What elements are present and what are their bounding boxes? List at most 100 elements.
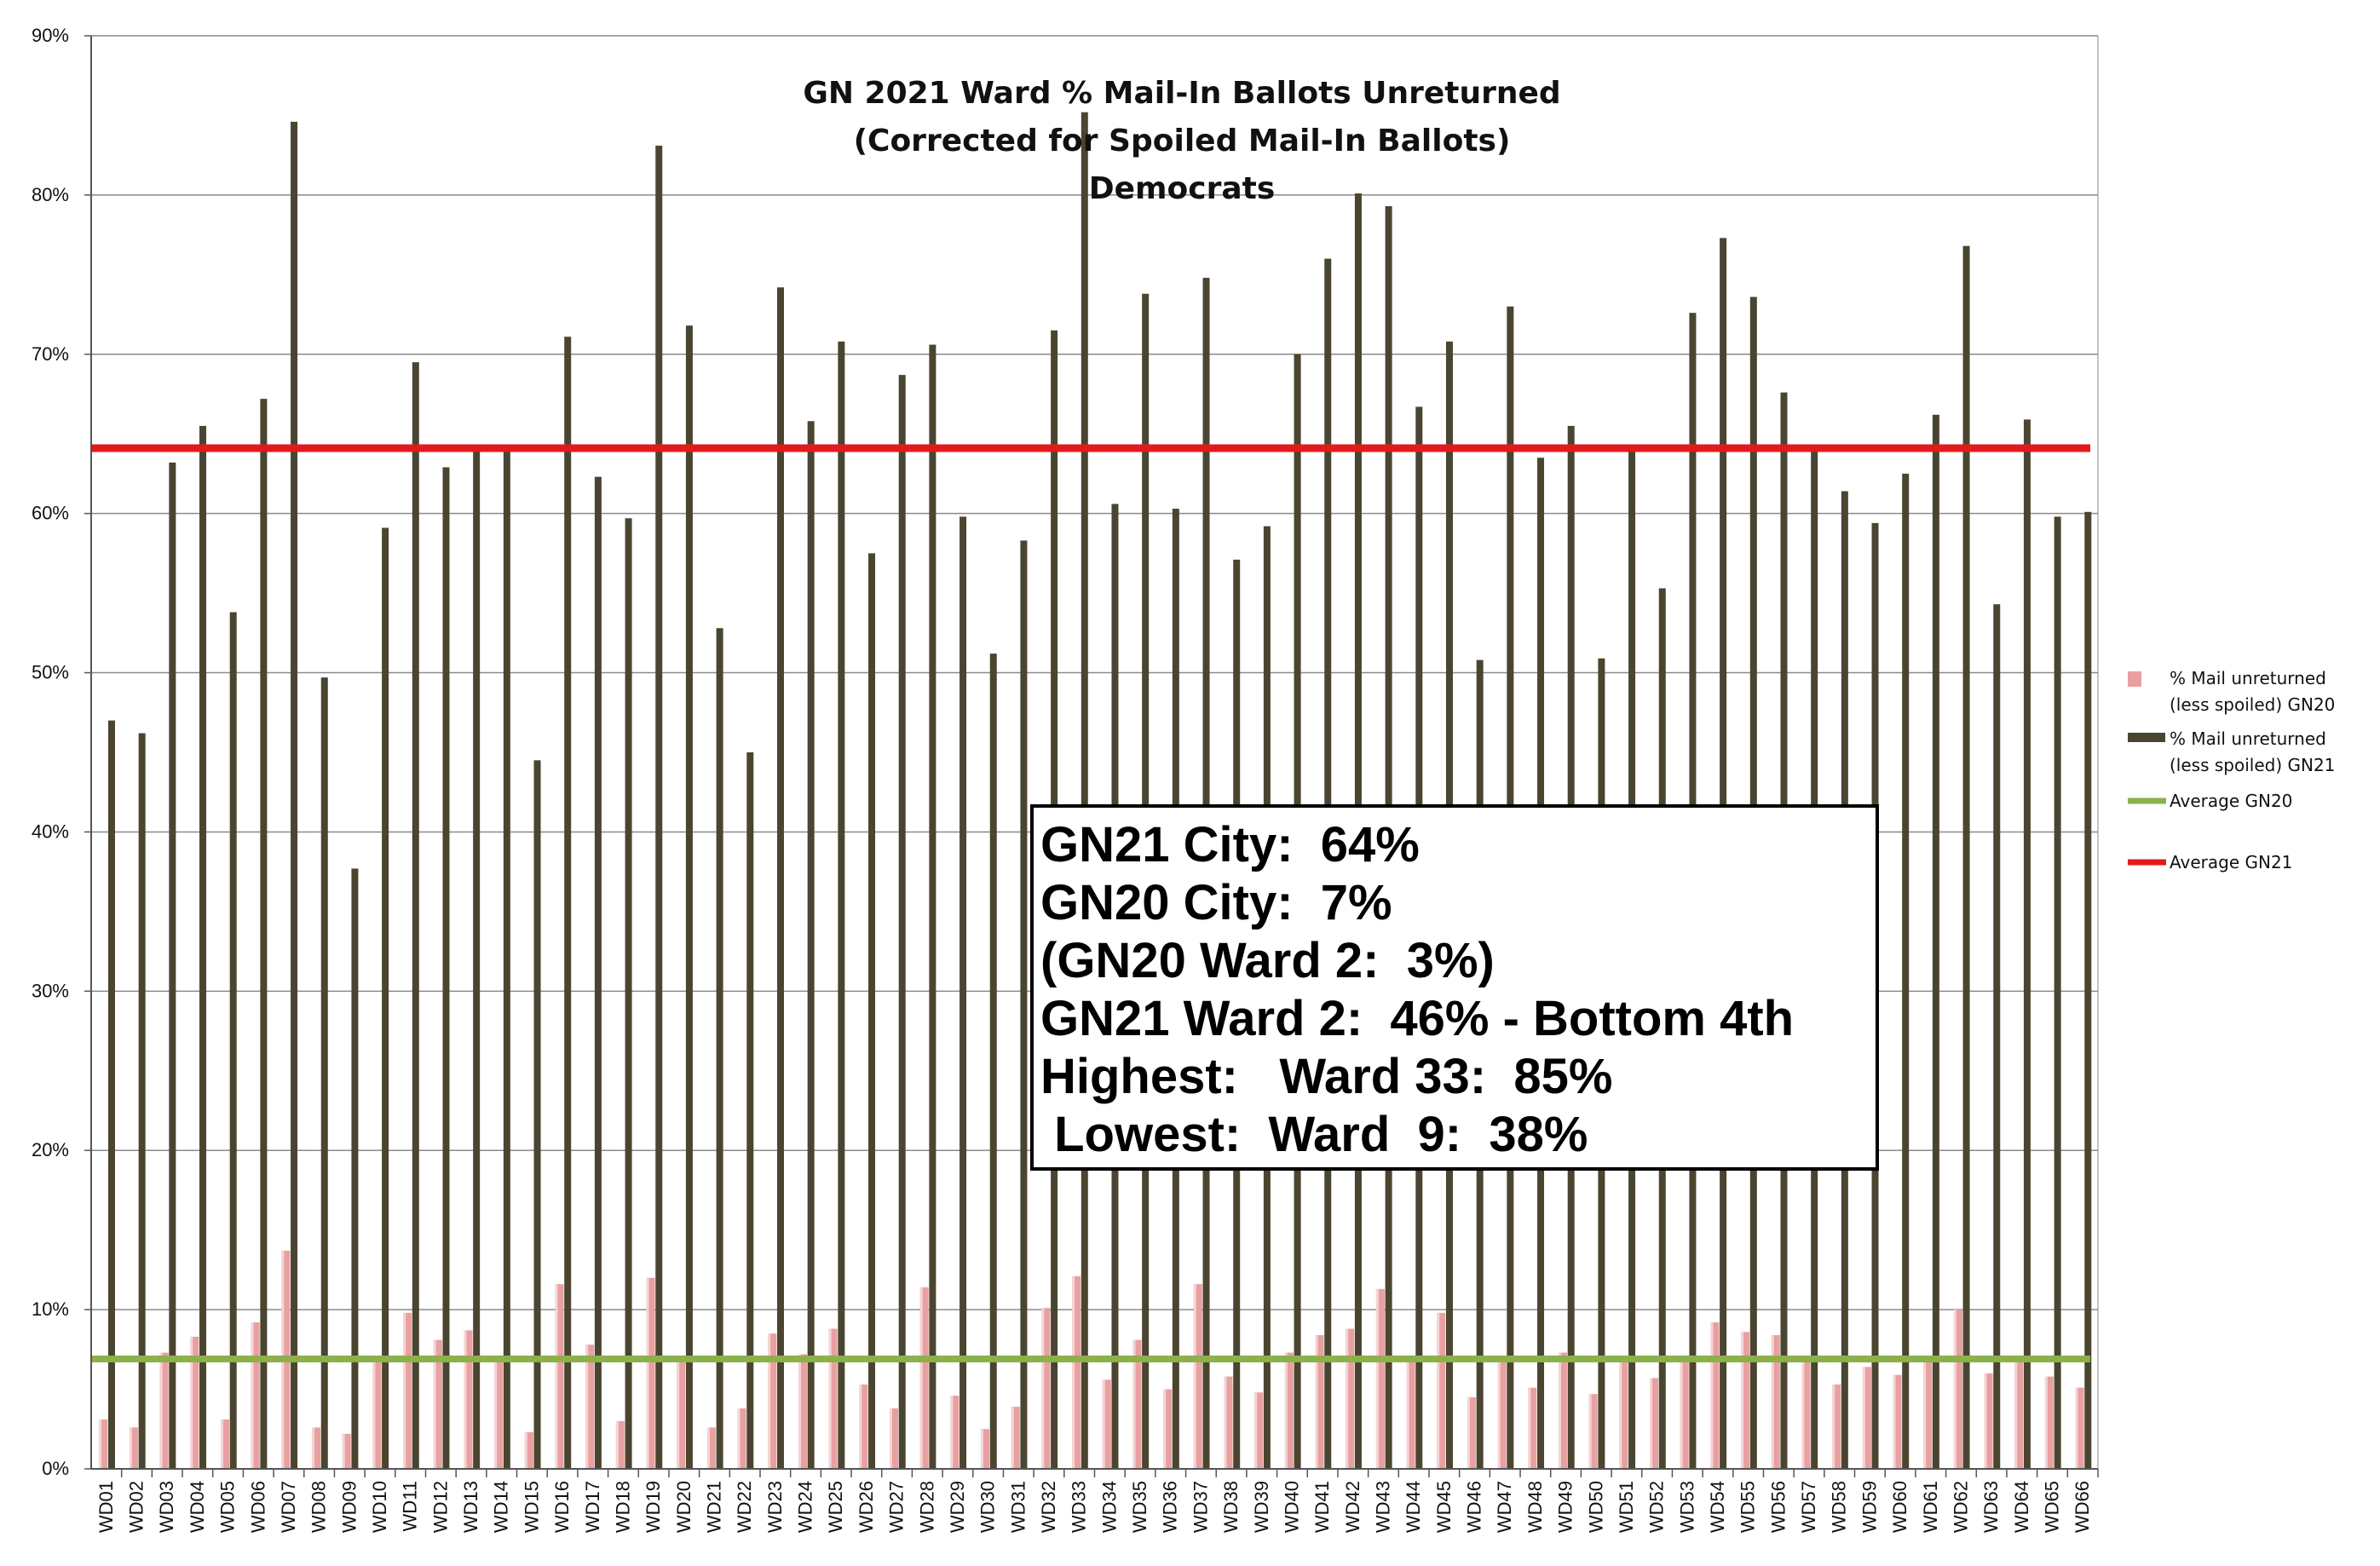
y-tick-label: 90% <box>32 25 69 46</box>
x-tick-label-WD44: WD44 <box>1403 1481 1424 1533</box>
bar-gn21-WD25 <box>838 341 845 1469</box>
x-tick-label-WD06: WD06 <box>247 1481 268 1533</box>
bar-gn21-WD30 <box>989 653 997 1469</box>
bar-gn20-WD60 <box>1893 1374 1902 1469</box>
x-tick-label-WD01: WD01 <box>95 1481 117 1533</box>
bar-gn20-highlight-WD49 <box>1559 1352 1562 1469</box>
bar-gn20-WD02 <box>129 1427 138 1469</box>
bar-gn21-WD66 <box>2084 511 2092 1469</box>
bar-gn20-highlight-WD57 <box>1801 1360 1805 1469</box>
bar-gn20-WD21 <box>706 1427 716 1469</box>
bar-gn20-WD61 <box>1923 1357 1933 1469</box>
x-tick-label-WD61: WD61 <box>1920 1481 1941 1533</box>
axes <box>90 36 2099 1470</box>
x-tick-label-WD45: WD45 <box>1433 1481 1455 1533</box>
bar-gn20-highlight-WD26 <box>859 1384 862 1469</box>
bar-gn20-highlight-WD17 <box>585 1344 589 1469</box>
bar-gn21-WD06 <box>260 399 268 1469</box>
x-tick-label-WD02: WD02 <box>126 1481 147 1533</box>
bar-gn20-WD47 <box>1497 1362 1507 1469</box>
legend-label-gn20-line-2: (less spoiled) GN20 <box>2170 694 2335 715</box>
bar-gn20-highlight-WD03 <box>159 1352 163 1469</box>
x-tick-label-WD37: WD37 <box>1190 1481 1211 1533</box>
bar-gn21-WD62 <box>1962 245 1970 1469</box>
x-tick-label-WD28: WD28 <box>916 1481 937 1533</box>
x-tick-label-WD22: WD22 <box>734 1481 755 1533</box>
bar-gn20-highlight-WD35 <box>1132 1339 1136 1469</box>
x-tick-label-WD24: WD24 <box>795 1481 816 1533</box>
bar-gn21-WD28 <box>929 344 936 1469</box>
x-tick-label-WD35: WD35 <box>1129 1481 1150 1533</box>
bar-gn21-WD18 <box>625 518 632 1469</box>
bar-gn20-highlight-WD48 <box>1528 1387 1531 1469</box>
x-tick-label-WD51: WD51 <box>1616 1481 1637 1533</box>
bar-gn20-WD44 <box>1406 1359 1415 1469</box>
bar-gn20-highlight-WD04 <box>190 1336 193 1469</box>
bar-gn20-highlight-WD18 <box>615 1420 619 1469</box>
y-tick-label: 60% <box>32 503 69 524</box>
bar-gn20-highlight-WD59 <box>1862 1367 1865 1469</box>
bar-gn20-highlight-WD58 <box>1832 1384 1835 1469</box>
y-tick-label: 20% <box>32 1139 69 1160</box>
bar-gn20-highlight-WD25 <box>828 1328 832 1469</box>
bar-gn20-WD09 <box>342 1433 351 1469</box>
bar-gn20-WD57 <box>1801 1360 1811 1469</box>
x-tick-label-WD50: WD50 <box>1585 1481 1606 1533</box>
bar-gn20-highlight-WD09 <box>342 1433 345 1469</box>
annotation-line-3: (GN20 Ward 2: 3%) <box>1040 933 1495 988</box>
x-tick-label-WD48: WD48 <box>1524 1481 1546 1533</box>
bar-gn20-WD17 <box>585 1344 595 1469</box>
x-tick-label-WD49: WD49 <box>1555 1481 1576 1533</box>
x-tick-label-WD29: WD29 <box>947 1481 968 1533</box>
bar-gn20-WD06 <box>251 1322 260 1469</box>
bar-gn20-WD30 <box>981 1429 990 1469</box>
chart-title-line-1: GN 2021 Ward % Mail-In Ballots Unreturne… <box>803 76 1560 111</box>
bar-gn20-highlight-WD42 <box>1346 1328 1349 1469</box>
bar-gn20-WD42 <box>1346 1328 1355 1469</box>
x-tick-label-WD42: WD42 <box>1342 1481 1363 1533</box>
bar-gn20-highlight-WD01 <box>99 1419 102 1469</box>
x-tick-label-WD25: WD25 <box>825 1481 846 1533</box>
bar-gn20-highlight-WD34 <box>1102 1379 1105 1469</box>
bar-gn20-WD53 <box>1680 1356 1689 1469</box>
x-tick-label-WD63: WD63 <box>1980 1481 2002 1533</box>
bar-gn21-WD01 <box>107 720 115 1469</box>
y-tick-label: 0% <box>42 1458 69 1479</box>
bar-gn20-WD36 <box>1163 1389 1173 1469</box>
x-tick-label-WD65: WD65 <box>2041 1481 2062 1533</box>
bar-gn20-WD01 <box>99 1419 108 1469</box>
bar-gn20-highlight-WD16 <box>555 1284 558 1469</box>
bar-gn21-WD64 <box>2023 419 2031 1469</box>
x-tick-label-WD16: WD16 <box>551 1481 573 1533</box>
legend-swatch-gn21 <box>2128 733 2165 742</box>
bar-gn20-WD49 <box>1559 1352 1568 1469</box>
bar-gn21-WD31 <box>1020 540 1028 1470</box>
x-tick-label-WD08: WD08 <box>308 1481 330 1533</box>
annotation-line-2: GN20 City: 7% <box>1040 875 1392 930</box>
bar-gn20-WD55 <box>1741 1332 1750 1469</box>
bar-gn20-WD63 <box>1984 1373 1993 1469</box>
bar-gn20-WD15 <box>524 1432 533 1469</box>
legend-label-avg-gn21: Average GN21 <box>2170 852 2292 872</box>
x-tick-label-WD32: WD32 <box>1038 1481 1059 1533</box>
chart-title-line-3: Democrats <box>1089 171 1276 206</box>
x-tick-label-WD17: WD17 <box>582 1481 603 1533</box>
bar-gn20-highlight-WD27 <box>890 1408 893 1469</box>
bar-gn20-WD28 <box>919 1287 929 1469</box>
bar-gn21-WD29 <box>959 516 967 1469</box>
bar-gn20-WD41 <box>1315 1335 1324 1469</box>
y-axis-ticks: 0% 10% 20% 30% 40% 50% 60% 70% 80% 90% <box>32 25 91 1479</box>
bar-gn20-highlight-WD31 <box>1011 1407 1014 1469</box>
bar-gn20-highlight-WD29 <box>950 1396 954 1469</box>
bar-gn20-highlight-WD55 <box>1741 1332 1744 1469</box>
bar-gn21-WD63 <box>1993 604 2001 1469</box>
bar-gn21-WD20 <box>685 325 693 1469</box>
legend-label-gn21-line-1: % Mail unreturned <box>2170 728 2326 749</box>
bar-gn20-WD39 <box>1254 1392 1264 1469</box>
x-tick-label-WD26: WD26 <box>856 1481 877 1533</box>
bar-gn20-highlight-WD10 <box>372 1359 376 1469</box>
bar-gn20-WD10 <box>372 1359 382 1469</box>
x-tick-label-WD13: WD13 <box>460 1481 481 1533</box>
bar-gn21-WD17 <box>594 476 602 1469</box>
